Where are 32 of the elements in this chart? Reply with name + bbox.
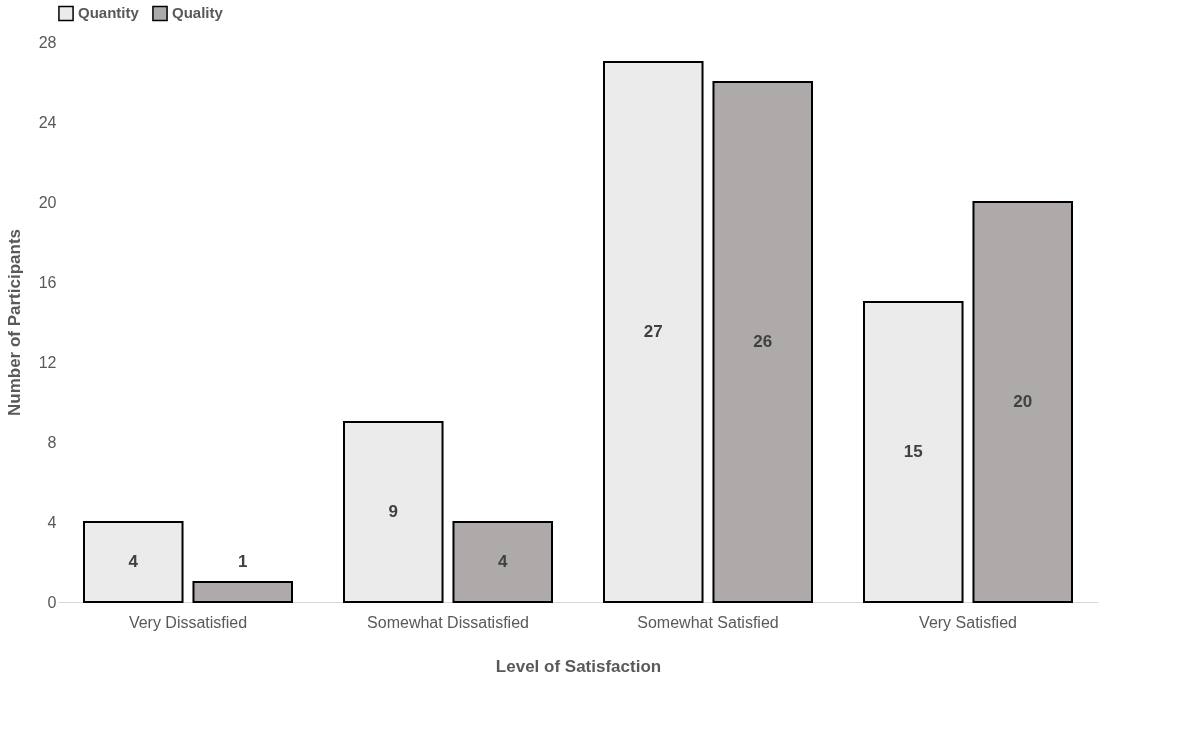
bar — [712, 81, 813, 603]
y-tick-label: 4 — [47, 513, 57, 531]
x-tick-label: Very Dissatisfied — [128, 613, 248, 631]
data-label: 27 — [643, 322, 663, 341]
bar — [192, 581, 293, 603]
x-tick-label: Somewhat Dissatisfied — [367, 613, 529, 631]
data-label: 26 — [753, 332, 773, 351]
y-tick-label: 20 — [38, 193, 57, 211]
data-label: 4 — [498, 552, 508, 571]
bar — [603, 61, 704, 603]
x-tick-label: Very Satisfied — [919, 613, 1017, 631]
y-tick-label: 12 — [38, 353, 57, 371]
x-tick-label: Somewhat Satisfied — [637, 613, 779, 631]
data-label: 20 — [1013, 392, 1033, 411]
bar — [343, 421, 444, 603]
bar — [972, 201, 1073, 603]
y-axis-title: Number of Participants — [4, 228, 24, 417]
y-tick-label: 28 — [38, 33, 57, 51]
legend-label: Quantity — [78, 4, 140, 22]
y-tick-label: 24 — [38, 113, 57, 131]
data-label: 4 — [128, 552, 139, 571]
bar — [863, 301, 964, 603]
y-tick-label: 16 — [38, 273, 57, 291]
data-label: 15 — [903, 442, 923, 461]
bar — [83, 521, 184, 603]
data-label: 9 — [388, 502, 398, 521]
legend-label: Quality — [172, 4, 224, 22]
x-axis-title: Level of Satisfaction — [495, 656, 662, 676]
y-tick-label: 0 — [47, 593, 57, 611]
data-label: 1 — [238, 552, 248, 572]
y-tick-label: 8 — [47, 433, 57, 451]
bar — [452, 521, 553, 603]
